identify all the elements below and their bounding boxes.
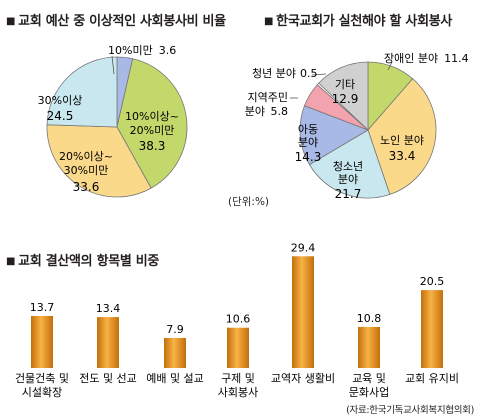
pie2-label-etc: 기타 12.9 (332, 78, 359, 106)
pie1-title: ■ 교회 예산 중 이상적인 사회봉사비 비율 (6, 10, 226, 29)
pie2-label-youth: 청소년 분야 21.7 (333, 160, 363, 201)
pie2-callout-disabled (387, 61, 393, 71)
bar-category-label-2: 예배 및 설교 (146, 372, 204, 385)
bar-0 (31, 315, 53, 368)
bar-value-4: 29.4 (291, 241, 316, 254)
bullet-icon: ■ (6, 256, 16, 267)
pie2-label-local: 지역주민 분야 5.8 (245, 91, 288, 118)
pie2-label-children: 아동 분야 14.3 (295, 123, 322, 164)
pie1-slice-3 (46, 56, 118, 128)
bar-category-label-3: 구제 및 사회봉사 (218, 372, 258, 399)
pie1-slice-1 (116, 58, 188, 189)
pie1-label-lt10: 10%미만 3.6 (108, 44, 176, 57)
bar-value-5: 10.8 (357, 312, 382, 325)
bullet-icon: ■ (264, 16, 274, 27)
bar-category-label-6: 교회 유지비 (405, 372, 459, 385)
bar-value-3: 10.6 (226, 313, 251, 326)
bar-value-2: 7.9 (166, 323, 184, 336)
bar-category-label-1: 전도 및 선교 (79, 372, 137, 385)
bar-5 (358, 326, 380, 368)
bar-title: ■ 교회 결산액의 항목별 비중 (6, 250, 159, 269)
bar-category-label-5: 교육 및 문화사업 (349, 372, 389, 399)
pie2-title: ■ 한국교회가 실천해야 할 사회봉사 (264, 10, 452, 29)
pie2-label-disabled: 장애인 분야 11.4 (384, 52, 469, 65)
pie2-label-elderly: 노인 분야 33.4 (380, 134, 424, 163)
bar-6 (421, 290, 443, 368)
bar-1 (97, 317, 119, 368)
pie1-slice-2 (46, 124, 152, 198)
bar-2 (164, 337, 186, 368)
pie1-callout-line (111, 55, 115, 75)
bar-3 (227, 327, 249, 368)
pie2-title-text: 한국교회가 실천해야 할 사회봉사 (276, 14, 453, 29)
pie2-slice-1 (367, 78, 437, 195)
bar-value-6: 20.5 (420, 275, 445, 288)
bar-category-label-0: 건물건축 및 시설확장 (15, 372, 69, 399)
bar-4 (292, 256, 314, 368)
pie1-title-text: 교회 예산 중 이상적인 사회봉사비 비율 (18, 14, 226, 29)
source-note: (자료:한국기독교사회복지협의회) (346, 405, 474, 416)
bar-value-1: 13.4 (96, 302, 121, 315)
pie2-slice-2 (308, 129, 391, 199)
pie2-slice-6 (318, 61, 369, 131)
pie2-callout-young (311, 73, 327, 76)
pie1-label-30plus: 30%이상 24.5 (38, 94, 83, 123)
pie1-label-20-30: 20%이상~ 30%미만 33.6 (59, 150, 113, 194)
bar-category-label-4: 교역자 생활비 (271, 371, 335, 385)
unit-label: (단위:%) (228, 196, 270, 208)
pie1-label-10-20: 10%이상~ 20%미만 38.3 (125, 110, 179, 153)
bar-title-text: 교회 결산액의 항목별 비중 (18, 254, 160, 269)
pie2-slice-3 (299, 105, 369, 166)
pie2-label-young-adult: 청년 분야 0.5 (252, 67, 317, 80)
bar-value-0: 13.7 (30, 301, 55, 314)
bullet-icon: ■ (6, 16, 16, 27)
